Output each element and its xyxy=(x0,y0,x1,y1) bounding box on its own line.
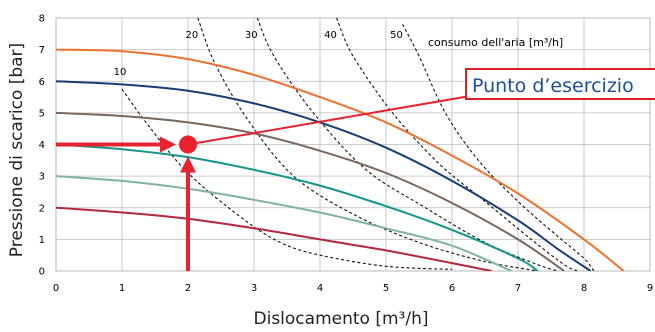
air-consumption-line-10 xyxy=(121,88,453,270)
y-tick-label: 4 xyxy=(39,140,45,151)
x-tick-labels: 0 1 2 3 4 5 6 7 8 9 xyxy=(53,283,653,294)
x-tick-label: 5 xyxy=(383,283,389,294)
callout-leader-line xyxy=(187,95,471,146)
y-tick-label: 8 xyxy=(39,14,45,25)
air-consumption-line-20 xyxy=(197,18,538,271)
x-tick-label: 2 xyxy=(185,283,191,294)
pump-curve-3 xyxy=(56,143,539,271)
air-consumption-label-30: 30 xyxy=(245,30,258,41)
y-tick-labels: 0 1 2 3 4 5 6 7 8 xyxy=(39,14,45,278)
y-tick-label: 2 xyxy=(39,203,45,214)
x-axis-title: Dislocamento [m³/h] xyxy=(254,309,429,329)
x-tick-label: 9 xyxy=(647,283,653,294)
x-tick-label: 3 xyxy=(251,283,257,294)
operating-point-marker xyxy=(179,135,197,154)
y-tick-label: 6 xyxy=(39,77,45,88)
air-consumption-labels: 10 20 30 40 50 xyxy=(114,30,403,78)
x-tick-label: 8 xyxy=(581,283,587,294)
air-consumption-lines xyxy=(121,18,595,271)
pump-curves xyxy=(56,48,625,271)
pump-curve-1 xyxy=(56,206,492,271)
air-consumption-label-20: 20 xyxy=(186,30,199,41)
y-tick-label: 7 xyxy=(39,45,45,56)
x-tick-label: 0 xyxy=(53,283,59,294)
pump-curve-5 xyxy=(56,80,592,271)
y-tick-label: 1 xyxy=(39,235,45,246)
air-consumption-line-40 xyxy=(335,18,578,271)
x-tick-label: 4 xyxy=(317,283,323,294)
x-tick-label: 6 xyxy=(449,283,455,294)
operating-point-annotation xyxy=(56,95,471,271)
air-consumption-label-40: 40 xyxy=(324,30,337,41)
pump-curve-6 xyxy=(56,48,625,271)
air-consumption-line-30 xyxy=(256,18,558,271)
air-consumption-label-10: 10 xyxy=(114,67,127,78)
air-consumption-label-50: 50 xyxy=(390,30,403,41)
air-consumption-line-50 xyxy=(402,24,595,271)
y-tick-label: 0 xyxy=(39,267,45,278)
operating-point-label: Punto d’esercizio xyxy=(472,75,634,97)
pump-curve-4 xyxy=(56,111,565,271)
vertical-arrow-head xyxy=(180,156,196,173)
horizontal-arrow-head xyxy=(160,136,176,153)
y-tick-label: 3 xyxy=(39,172,45,183)
y-axis-title: Pressione di scarico [bar] xyxy=(7,43,27,257)
x-tick-label: 1 xyxy=(119,283,125,294)
callout-box xyxy=(465,68,655,100)
pump-curve-2 xyxy=(56,175,512,271)
y-tick-label: 5 xyxy=(39,108,45,119)
x-tick-label: 7 xyxy=(515,283,521,294)
air-consumption-label: consumo dell'aria [m³/h] xyxy=(428,36,563,49)
